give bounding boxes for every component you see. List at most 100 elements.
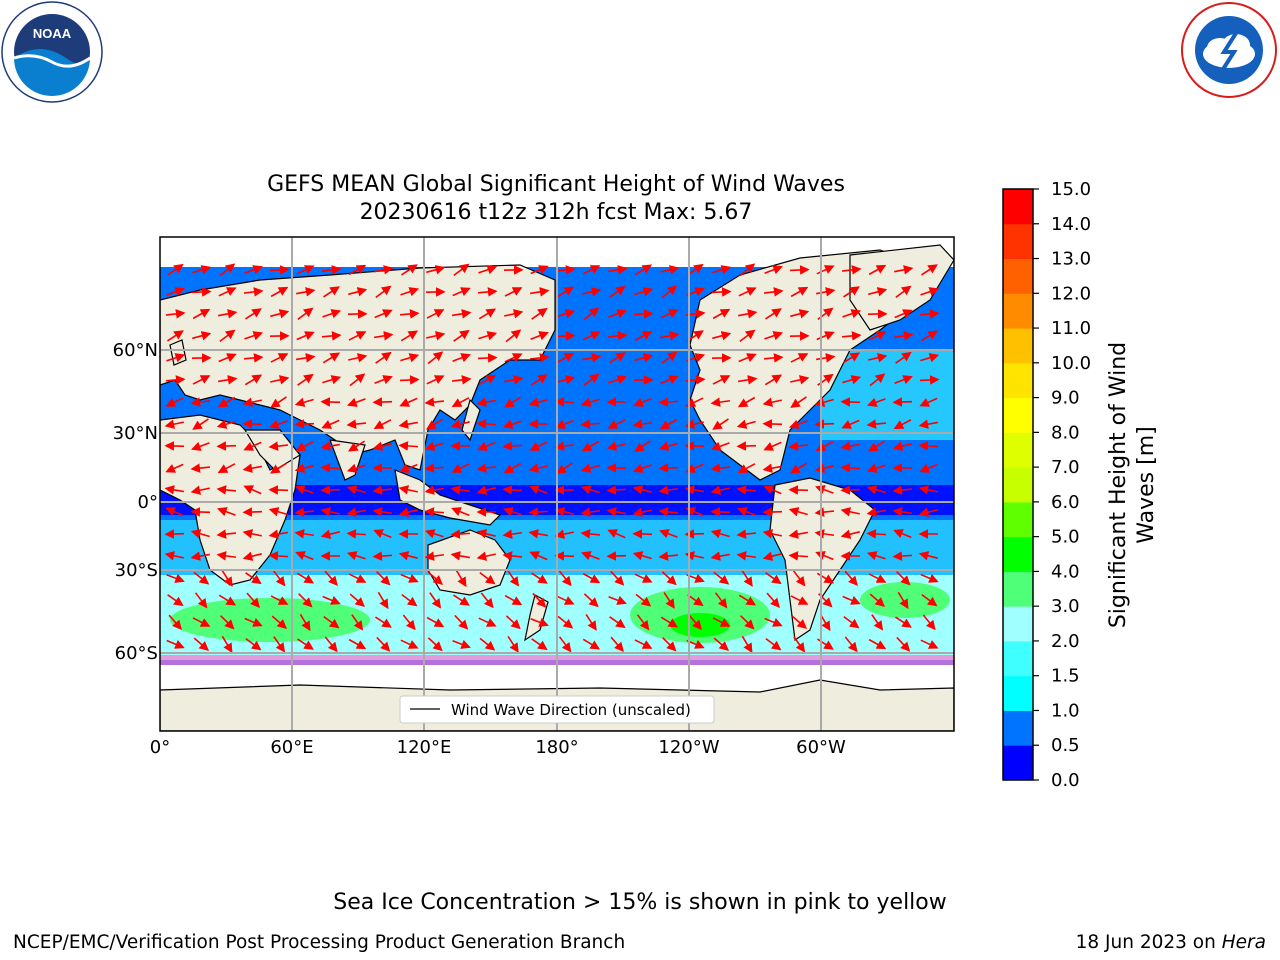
colorbar-segment <box>1003 536 1033 572</box>
wave-direction-arrow <box>841 331 862 341</box>
colorbar-segment <box>1003 467 1033 503</box>
colorbar-tick-label: 15.0 <box>1051 179 1091 200</box>
wave-direction-arrow <box>712 418 729 430</box>
wave-direction-arrow <box>815 441 834 451</box>
wave-direction-arrow <box>658 551 679 561</box>
y-tick: 30°N <box>113 423 158 444</box>
wave-direction-arrow <box>321 331 342 341</box>
wave-direction-arrow <box>372 485 393 495</box>
wave-direction-arrow <box>270 462 288 474</box>
wave-direction-arrow <box>273 636 286 653</box>
wave-direction-arrow <box>426 331 446 341</box>
wave-direction-arrow <box>297 373 314 386</box>
wave-direction-arrow <box>219 329 236 343</box>
wave-direction-arrow <box>919 463 938 473</box>
wave-direction-arrow <box>528 463 548 473</box>
wave-direction-arrow <box>634 573 653 583</box>
wave-direction-arrow <box>815 485 834 495</box>
wave-direction-arrow <box>323 286 340 298</box>
y-tick: 0° <box>138 492 158 513</box>
wave-direction-arrow <box>554 397 575 407</box>
wave-direction-arrow <box>164 529 185 539</box>
wave-direction-arrow <box>737 375 758 385</box>
colorbar-label: Significant Height of Wind Waves [m] <box>1106 342 1159 628</box>
wave-direction-arrow <box>608 309 627 319</box>
wave-direction-arrow <box>190 551 211 561</box>
colorbar-segment <box>1003 675 1033 711</box>
wave-direction-arrow <box>294 507 315 517</box>
wave-direction-arrow <box>633 463 652 473</box>
wave-direction-arrow <box>476 529 496 539</box>
wave-direction-arrow <box>741 570 753 587</box>
wave-direction-arrow <box>164 419 184 429</box>
wave-direction-arrow <box>762 551 782 561</box>
wave-direction-arrow <box>476 551 496 561</box>
wave-direction-arrow <box>869 593 885 607</box>
wave-direction-arrow <box>763 353 784 363</box>
wave-direction-arrow <box>295 551 314 561</box>
wave-direction-arrow <box>268 529 289 539</box>
wave-direction-arrow <box>504 287 523 297</box>
wave-direction-arrow <box>606 485 627 495</box>
wave-direction-arrow <box>476 485 496 495</box>
wave-direction-arrow <box>268 485 289 495</box>
wave-direction-arrow <box>738 353 757 363</box>
wave-direction-arrow <box>609 352 626 364</box>
wave-direction-arrow <box>242 551 262 561</box>
colorbar-segment <box>1003 606 1033 642</box>
wave-direction-arrow <box>297 638 314 650</box>
wave-direction-arrow <box>609 285 626 298</box>
wave-direction-arrow <box>790 375 810 385</box>
wave-direction-arrow <box>790 462 808 474</box>
wave-direction-arrow <box>324 636 338 653</box>
wave-direction-arrow <box>840 397 861 407</box>
wave-direction-arrow <box>816 331 835 341</box>
wave-direction-arrow <box>844 636 858 653</box>
wave-direction-arrow <box>400 287 420 297</box>
colorbar-tick-label: 14.0 <box>1051 214 1091 235</box>
wave-direction-arrow <box>451 375 472 385</box>
wave-direction-arrow <box>558 636 572 653</box>
x-tick: 120°W <box>658 737 719 758</box>
y-tick-labels: 60°N 30°N 0° 30°S 60°S <box>113 340 158 664</box>
wave-direction-arrow <box>507 636 519 653</box>
wave-direction-arrow <box>242 463 263 473</box>
wave-direction-arrow <box>920 639 939 649</box>
wave-direction-arrow <box>607 529 626 539</box>
wave-direction-arrow <box>582 572 601 584</box>
wave-direction-arrow <box>529 441 548 451</box>
x-tick: 0° <box>150 737 170 758</box>
wave-direction-arrow <box>710 551 731 561</box>
wave-direction-arrow <box>322 375 342 385</box>
wave-direction-arrow <box>478 308 497 320</box>
national-weather-service-logo <box>1181 2 1277 98</box>
wave-direction-arrow <box>581 551 600 561</box>
wave-direction-arrow <box>479 571 496 585</box>
x-tick: 180° <box>535 737 578 758</box>
wave-direction-arrow <box>401 264 418 276</box>
noaa-logo-text: NOAA <box>33 26 72 41</box>
map-subtitle: 20230616 t12z 312h fcst Max: 5.67 <box>359 200 753 225</box>
wave-direction-arrow <box>633 309 654 319</box>
wave-direction-arrow <box>242 507 263 517</box>
wave-direction-arrow <box>920 353 940 363</box>
wave-direction-arrow <box>322 595 341 605</box>
wave-direction-arrow <box>243 353 264 363</box>
colorbar-segment <box>1003 328 1033 364</box>
wave-direction-arrow <box>866 485 886 495</box>
wave-direction-arrow <box>532 592 547 608</box>
wave-direction-arrow <box>321 265 342 275</box>
wave-direction-arrow <box>710 397 731 407</box>
wave-direction-arrow <box>661 571 677 586</box>
wave-direction-arrow <box>346 507 367 517</box>
wave-direction-arrow <box>583 373 600 387</box>
wave-direction-arrow <box>451 463 470 473</box>
colorbar-label-line1: Significant Height of Wind <box>1106 342 1131 628</box>
wave-direction-arrow <box>658 441 678 451</box>
wave-direction-arrow <box>788 551 809 561</box>
wave-direction-arrow <box>221 570 233 587</box>
wave-direction-arrow <box>738 309 758 319</box>
wave-direction-arrow <box>741 635 753 654</box>
wave-direction-arrow <box>245 637 262 651</box>
wave-direction-arrow <box>166 639 185 649</box>
